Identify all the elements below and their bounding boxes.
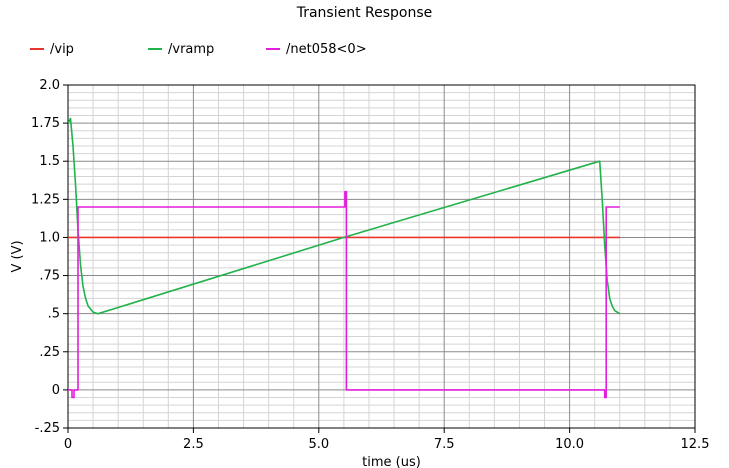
y-tick-label: .75: [39, 269, 60, 284]
legend-swatch-net058: [266, 48, 280, 50]
series-line-net058: [68, 190, 620, 399]
x-tick-label: 10.0: [555, 437, 584, 452]
y-tick-label: 1.0: [39, 230, 60, 245]
x-tick-label: 5.0: [308, 437, 329, 452]
legend-label-vip: /vip: [50, 41, 74, 57]
legend-swatch-vip: [30, 48, 44, 50]
legend-item-vramp: /vramp: [148, 40, 214, 58]
chart-title: Transient Response: [296, 5, 433, 21]
x-tick-label: 0: [64, 437, 72, 452]
plot-area: [68, 85, 695, 428]
y-axis-label: V (V): [10, 240, 25, 272]
y-tick-label: 1.5: [39, 154, 60, 169]
y-tick-label: .25: [39, 345, 60, 360]
x-tick-label: 2.5: [183, 437, 204, 452]
legend-item-net058: /net058<0>: [266, 40, 367, 58]
legend-label-net058: /net058<0>: [286, 41, 367, 57]
series-line-vramp: [68, 117, 621, 315]
y-tick-label: .5: [48, 307, 60, 322]
legend-swatch-vramp: [148, 48, 162, 50]
y-tick-label: 1.75: [31, 116, 60, 131]
y-tick-label: 0: [52, 383, 60, 398]
x-tick-label: 12.5: [681, 437, 710, 452]
legend-label-vramp: /vramp: [168, 41, 215, 57]
y-tick-label: 1.25: [31, 192, 60, 207]
y-tick-label: -.25: [35, 421, 60, 436]
plot-border: [67, 84, 696, 429]
x-axis-label: time (us): [362, 455, 421, 468]
legend-item-vip: /vip: [30, 40, 74, 58]
x-tick-label: 7.5: [434, 437, 455, 452]
y-tick-label: 2.0: [39, 78, 60, 93]
